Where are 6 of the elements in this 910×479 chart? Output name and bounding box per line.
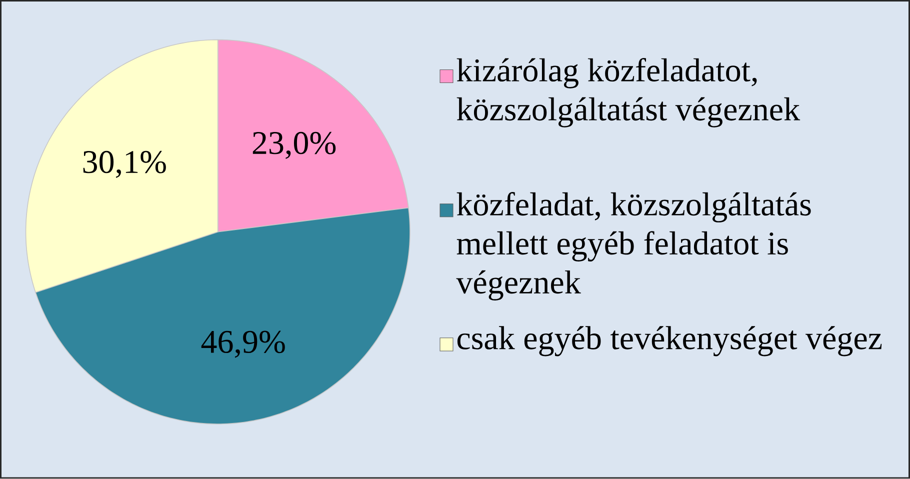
data-label: 23,0%: [252, 132, 336, 160]
data-label: 30,1%: [83, 151, 166, 178]
data-label: 46,9%: [201, 330, 285, 358]
legend-label: kizárólag közfeladatot, közszolgáltatást végeznek: [456, 58, 800, 128]
legend-label: csak egyéb tevékenységet végez: [457, 326, 882, 356]
legend-label: közfeladat, közszolgáltatás mellett egyéb feladatot is végeznek: [456, 192, 811, 301]
